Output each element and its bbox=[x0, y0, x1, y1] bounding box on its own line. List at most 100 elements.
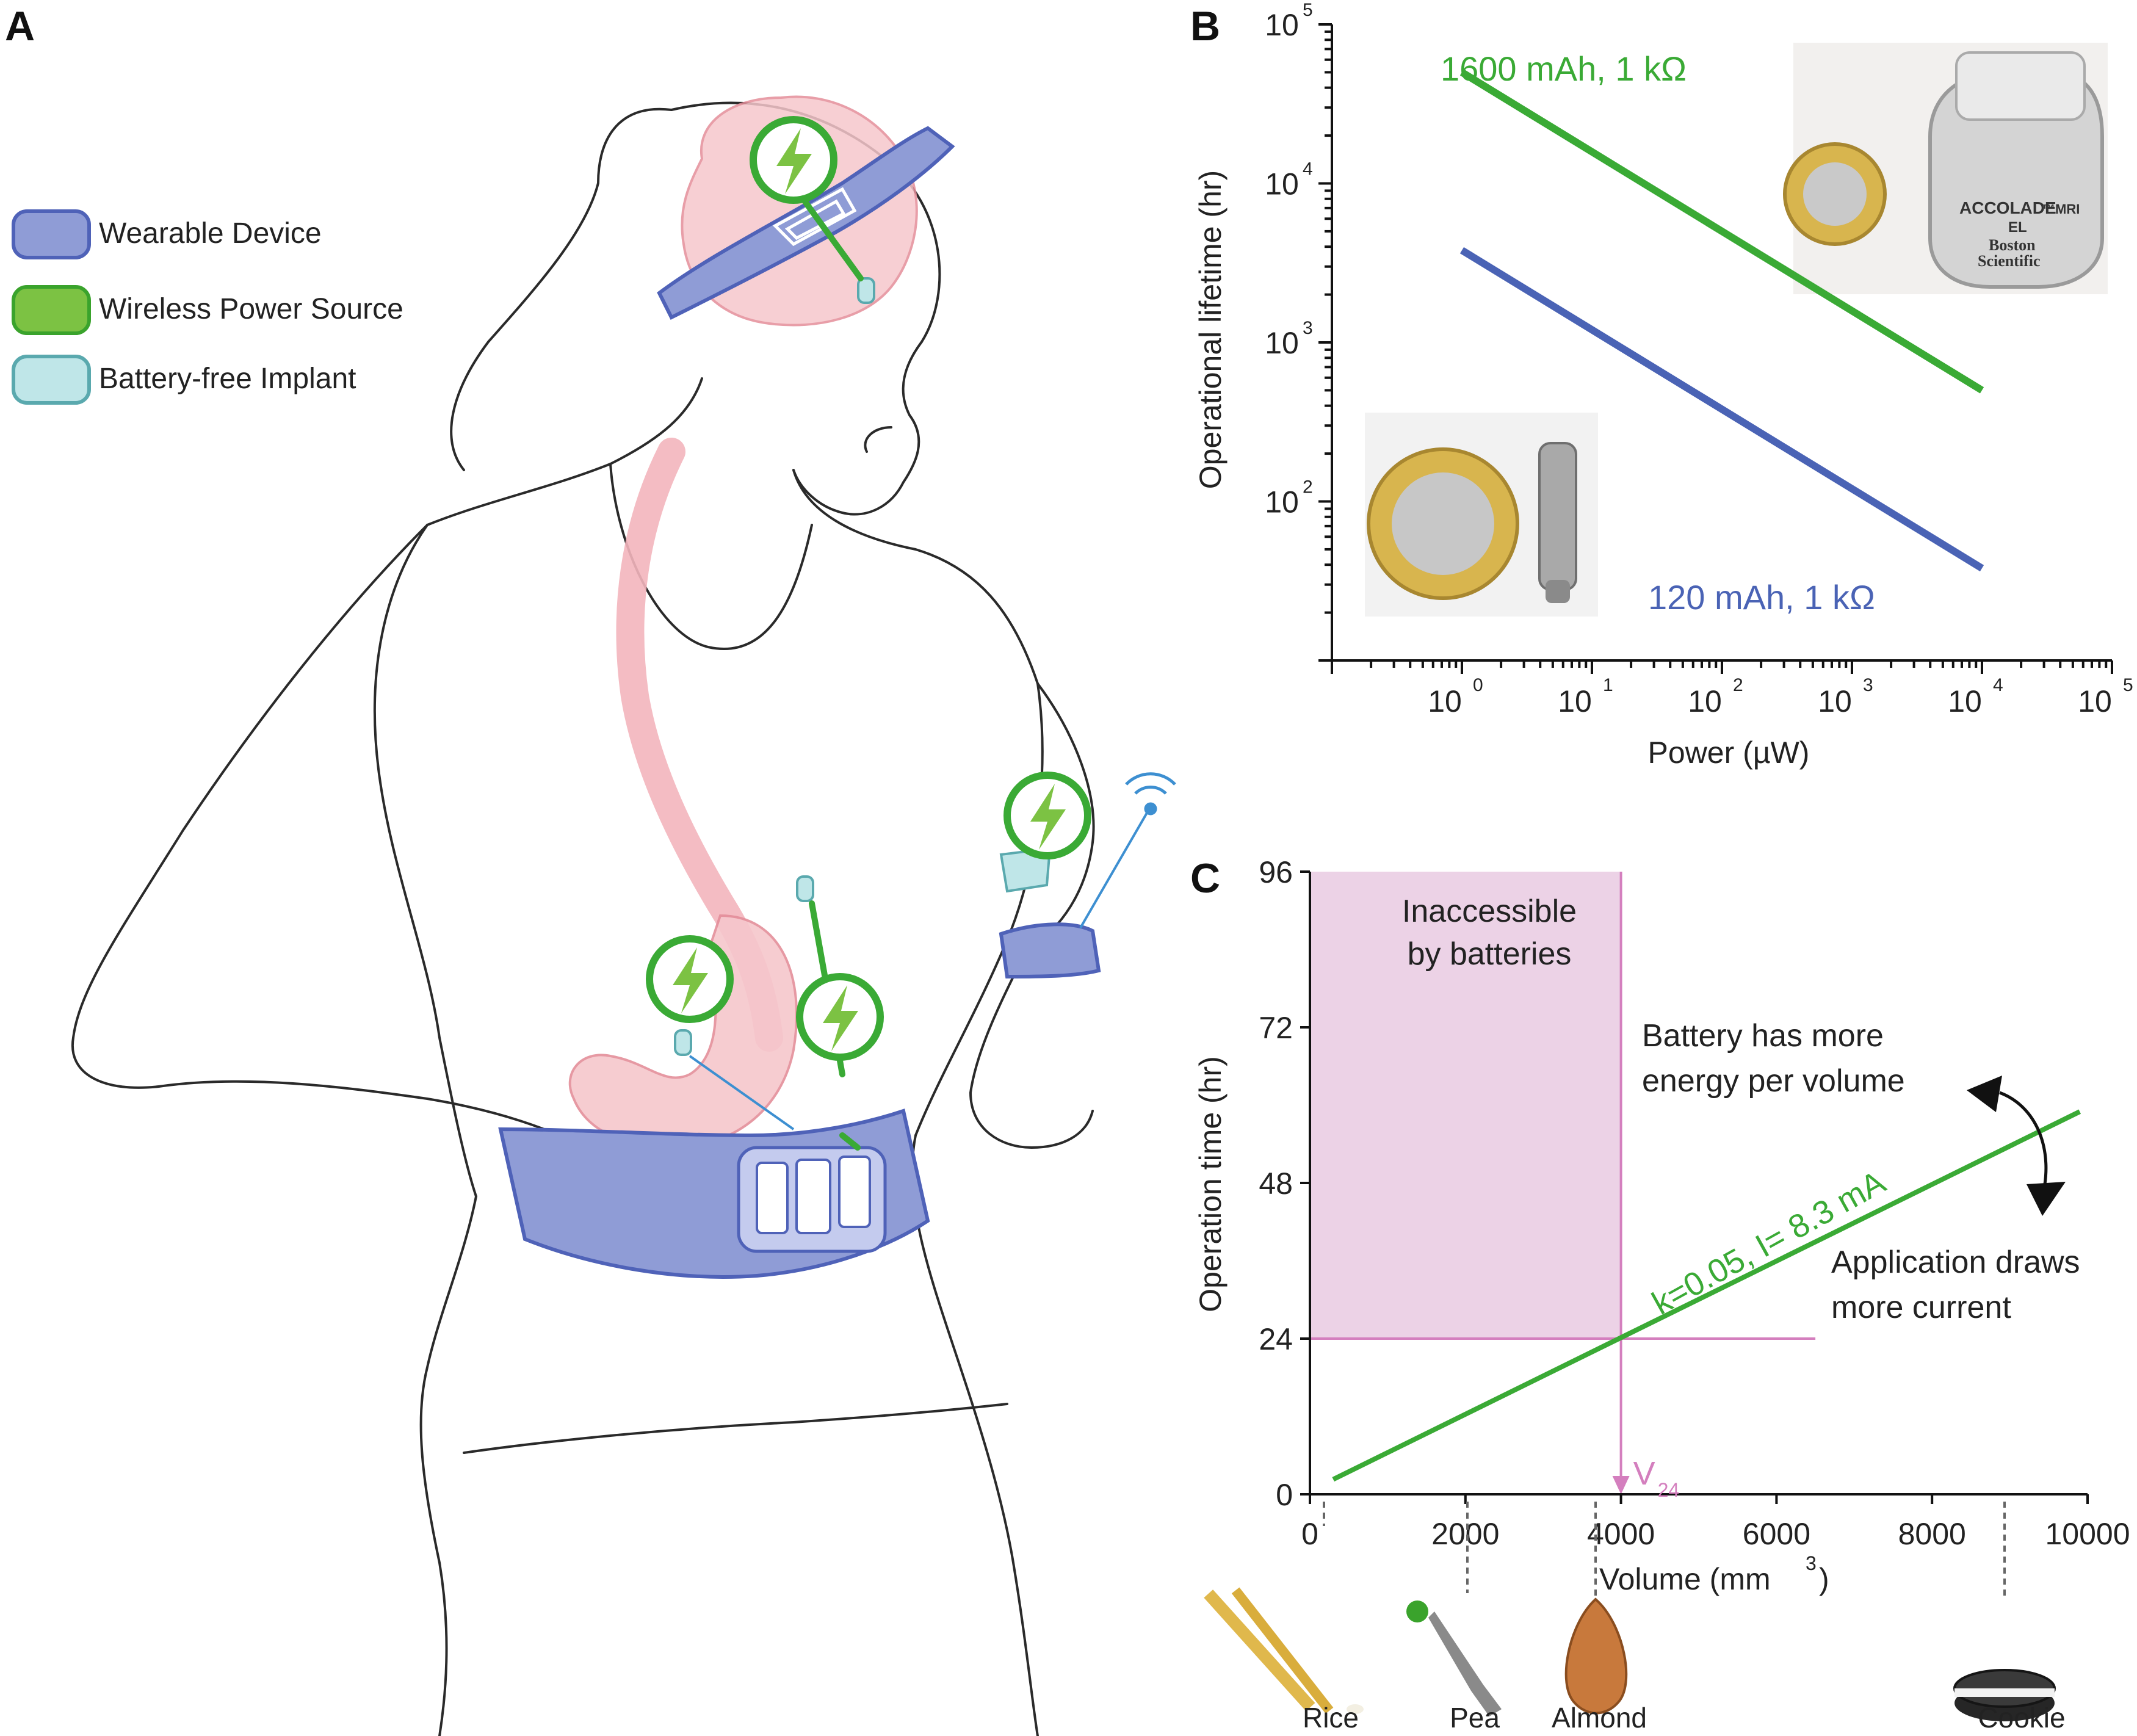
y-tick-exponent: 5 bbox=[1303, 0, 1313, 20]
x-tick-label: 4000 bbox=[1587, 1517, 1655, 1551]
annotation-battery-line2: energy per volume bbox=[1642, 1063, 1905, 1099]
panel-label-c: C bbox=[1190, 855, 1221, 902]
reference-label: Pea bbox=[1450, 1702, 1500, 1734]
chart-c-x-axis-title-sup: 3 bbox=[1806, 1552, 1817, 1574]
x-tick-label: 10 bbox=[2078, 684, 2112, 718]
region-label-line1: Inaccessible bbox=[1402, 894, 1577, 929]
series-line-k005 bbox=[1332, 1109, 2081, 1482]
reference-label: Almond bbox=[1552, 1702, 1647, 1734]
y-tick-exponent: 4 bbox=[1303, 159, 1313, 179]
svg-text:EL: EL bbox=[2008, 219, 2027, 236]
chart-c-ticks bbox=[1300, 870, 2089, 1504]
chart-b-x-axis-title: Power (µW) bbox=[1648, 736, 1810, 770]
x-tick-exponent: 1 bbox=[1603, 675, 1613, 695]
person-outline bbox=[71, 101, 1095, 1736]
chart-c-x-axis-title: Volume (mm bbox=[1599, 1562, 1771, 1596]
legend: Wearable Device Wireless Power Source Ba… bbox=[12, 209, 403, 405]
rice-image bbox=[1204, 1587, 1364, 1714]
x-tick-label: 2000 bbox=[1431, 1517, 1499, 1551]
x-tick-label: 10000 bbox=[2045, 1517, 2130, 1551]
v24-subscript: 24 bbox=[1658, 1479, 1680, 1501]
power-source-icon-belt bbox=[796, 973, 884, 1061]
x-tick-label: 10 bbox=[1818, 684, 1852, 718]
y-tick-label: 24 bbox=[1259, 1322, 1293, 1356]
v24-arrowhead bbox=[1612, 1476, 1630, 1494]
x-tick-label: 8000 bbox=[1898, 1517, 1966, 1551]
inaccessible-region bbox=[1310, 872, 1621, 1339]
svg-text:Boston: Boston bbox=[1989, 236, 2036, 254]
x-tick-exponent: 3 bbox=[1863, 675, 1873, 695]
implant-stomach bbox=[674, 1029, 692, 1056]
series-label-1600mah: 1600 mAh, 1 kΩ bbox=[1441, 49, 1687, 88]
legend-label-implant: Battery-free Implant bbox=[99, 363, 356, 395]
chart-b-ticks bbox=[1318, 23, 2113, 674]
x-tick-label: 0 bbox=[1301, 1517, 1318, 1551]
y-tick-label: 10 bbox=[1265, 8, 1299, 42]
y-tick-label: 10 bbox=[1265, 326, 1299, 360]
x-tick-label: 10 bbox=[1688, 684, 1722, 718]
legend-swatch-power bbox=[12, 285, 91, 335]
panel-label-b: B bbox=[1190, 3, 1221, 49]
power-source-icon-wrist bbox=[1003, 772, 1091, 859]
wifi-icon bbox=[1125, 772, 1176, 816]
data-links bbox=[689, 811, 1149, 1130]
reference-label: Rice bbox=[1303, 1702, 1359, 1734]
y-tick-label: 48 bbox=[1259, 1166, 1293, 1201]
x-tick-exponent: 2 bbox=[1733, 675, 1743, 695]
implant-brain bbox=[857, 277, 875, 304]
y-tick-label: 0 bbox=[1276, 1478, 1293, 1512]
y-tick-exponent: 3 bbox=[1303, 318, 1313, 338]
y-tick-exponent: 2 bbox=[1303, 477, 1313, 497]
chart-b-y-axis-title: Operational lifetime (hr) bbox=[1193, 170, 1228, 489]
x-tick-label: 10 bbox=[1948, 684, 1982, 718]
belt-cell-1 bbox=[756, 1162, 789, 1234]
y-tick-label: 96 bbox=[1259, 855, 1293, 889]
svg-text:™MRI: ™MRI bbox=[2042, 201, 2080, 217]
x-tick-label: 10 bbox=[1558, 684, 1592, 718]
photo-inset-pacemaker: ACCOLADE ™MRI EL Boston Scientific bbox=[1783, 43, 2108, 294]
series-label-120mah: 120 mAh, 1 kΩ bbox=[1648, 578, 1875, 617]
belt-cell-3 bbox=[838, 1156, 871, 1228]
panel-a-illustration: Wearable Device Wireless Power Source Ba… bbox=[12, 95, 1176, 1736]
rotation-arrow-icon bbox=[1967, 1076, 2066, 1216]
photo-inset-leadless bbox=[1365, 413, 1598, 617]
y-tick-label: 72 bbox=[1259, 1011, 1293, 1045]
pea-image bbox=[1406, 1600, 1502, 1716]
svg-text:ACCOLADE: ACCOLADE bbox=[1959, 198, 2056, 217]
y-tick-label: 10 bbox=[1265, 167, 1299, 201]
series-line-120mah bbox=[1459, 247, 1984, 572]
headband-coil bbox=[772, 187, 857, 247]
x-tick-label: 10 bbox=[1428, 684, 1462, 718]
wristband-wearable[interactable] bbox=[999, 922, 1101, 979]
series-line-1600mah bbox=[1459, 69, 1984, 394]
legend-swatch-implant bbox=[12, 355, 91, 405]
x-tick-label: 6000 bbox=[1743, 1517, 1810, 1551]
x-tick-exponent: 4 bbox=[1993, 675, 2003, 695]
panel-label-a: A bbox=[5, 3, 35, 49]
annotation-application-line2: more current bbox=[1831, 1290, 2011, 1325]
x-tick-exponent: 0 bbox=[1473, 675, 1483, 695]
legend-swatch-wearable bbox=[12, 209, 91, 259]
v24-label: V bbox=[1633, 1455, 1655, 1492]
legend-label-wearable: Wearable Device bbox=[99, 217, 322, 250]
svg-text:Scientific: Scientific bbox=[1978, 252, 2041, 270]
reference-labels: Rice Pea Almond Cookie bbox=[1303, 1702, 2066, 1734]
power-source-icon-stomach bbox=[646, 935, 734, 1023]
y-tick-label: 10 bbox=[1265, 485, 1299, 519]
power-source-icon-head bbox=[750, 116, 837, 204]
chart-c-y-tick-labels: 0 24 48 72 96 bbox=[1259, 855, 1293, 1512]
chart-c-y-axis-title: Operation time (hr) bbox=[1193, 1056, 1228, 1312]
chart-c-x-axis-title-end: ) bbox=[1819, 1562, 1829, 1596]
cookie-image bbox=[1953, 1669, 2056, 1721]
chart-c-x-tick-labels: 0 2000 4000 6000 8000 10000 bbox=[1301, 1517, 2130, 1551]
headband-wearable[interactable] bbox=[657, 126, 955, 320]
x-tick-exponent: 5 bbox=[2123, 675, 2133, 695]
implant-abdomen bbox=[796, 875, 814, 902]
reference-guides bbox=[1323, 1502, 2006, 1599]
chart-b-x-tick-labels: 10 0 10 1 10 2 10 3 10 4 10 5 bbox=[1428, 675, 2133, 718]
almond-image bbox=[1564, 1597, 1628, 1715]
